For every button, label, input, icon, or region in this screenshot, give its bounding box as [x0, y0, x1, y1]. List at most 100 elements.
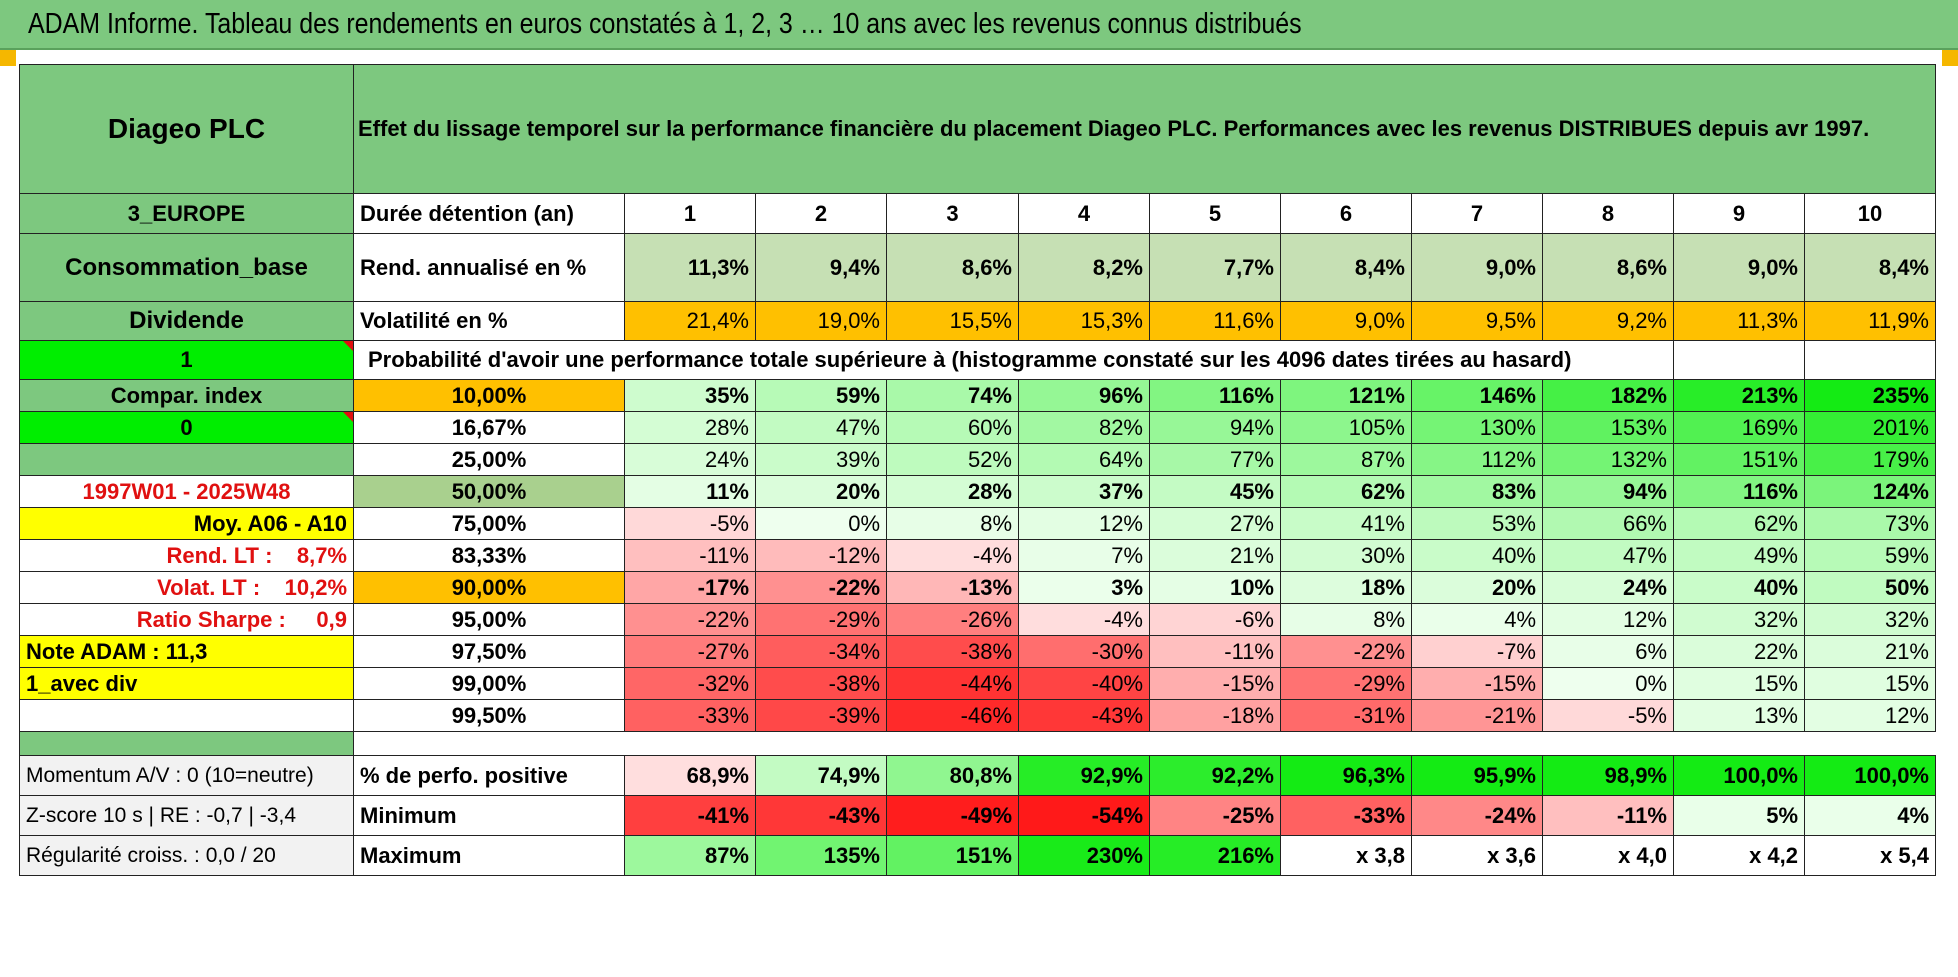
- min-cell: -43%: [755, 795, 887, 836]
- prob-value-cell: -34%: [755, 635, 887, 668]
- performance-table: Diageo PLC Effet du lissage temporel sur…: [19, 64, 1936, 876]
- prob-value-cell: 30%: [1280, 539, 1412, 572]
- prob-value-cell: 8%: [1280, 603, 1412, 636]
- prob-value-cell: 11%: [624, 475, 756, 508]
- max-cell: x 4,0: [1542, 835, 1674, 876]
- probability-row: Note ADAM : 11,3 97,50% -27% -34% -38% -30% -1…: [19, 635, 1936, 668]
- prob-value-cell: -44%: [886, 667, 1019, 700]
- probability-row: Volat. LT : 10,2% 90,00% -17% -22% -13% 3% 10%…: [19, 571, 1936, 604]
- prob-value-cell: -6%: [1149, 603, 1281, 636]
- prob-value-cell: 0%: [1542, 667, 1674, 700]
- prob-value-cell: 52%: [886, 443, 1019, 476]
- prob-value-cell: 201%: [1804, 411, 1936, 444]
- prob-value-cell: -26%: [886, 603, 1019, 636]
- prob-value-cell: -33%: [624, 699, 756, 732]
- vol-cell: 9,5%: [1411, 301, 1543, 341]
- prob-value-cell: -22%: [755, 571, 887, 604]
- prob-value-cell: 21%: [1149, 539, 1281, 572]
- probability-row: Moy. A06 - A10 75,00% -5% 0% 8% 12% 27% 41% 53% 6…: [19, 507, 1936, 540]
- prob-value-cell: 73%: [1804, 507, 1936, 540]
- prob-value-cell: 83%: [1411, 475, 1543, 508]
- pos-cell: 100,0%: [1804, 755, 1936, 796]
- prob-value-cell: 235%: [1804, 379, 1936, 412]
- prob-value-cell: 124%: [1804, 475, 1936, 508]
- threshold-cell: 50,00%: [353, 475, 625, 508]
- prob-value-cell: -5%: [624, 507, 756, 540]
- vol-cell: 9,0%: [1280, 301, 1412, 341]
- prob-value-cell: 3%: [1018, 571, 1150, 604]
- vol-cell: 15,5%: [886, 301, 1019, 341]
- pos-cell: 95,9%: [1411, 755, 1543, 796]
- max-cell: x 4,2: [1673, 835, 1805, 876]
- pos-cell: 96,3%: [1280, 755, 1412, 796]
- prob-value-cell: 45%: [1149, 475, 1281, 508]
- min-cell: 5%: [1673, 795, 1805, 836]
- year-header: 9: [1673, 193, 1805, 234]
- flag-cell-2[interactable]: 0: [19, 411, 354, 444]
- prob-value-cell: 28%: [624, 411, 756, 444]
- year-header: 10: [1804, 193, 1936, 234]
- threshold-cell: 25,00%: [353, 443, 625, 476]
- max-cell: 216%: [1149, 835, 1281, 876]
- min-cell: -54%: [1018, 795, 1150, 836]
- flag-cell-1[interactable]: 1: [19, 340, 354, 380]
- max-cell: x 3,8: [1280, 835, 1412, 876]
- probability-row: Rend. LT : 8,7% 83,33% -11% -12% -4% 7% 21% 30%…: [19, 539, 1936, 572]
- prob-value-cell: 50%: [1804, 571, 1936, 604]
- rend-cell: 8,4%: [1804, 233, 1936, 302]
- min-cell: -11%: [1542, 795, 1674, 836]
- probability-row: Ratio Sharpe : 0,9 95,00% -22% -29% -26% -4% -…: [19, 603, 1936, 636]
- prob-value-cell: 12%: [1018, 507, 1150, 540]
- prob-value-cell: -29%: [1280, 667, 1412, 700]
- prob-value-cell: -5%: [1542, 699, 1674, 732]
- pos-cell: 68,9%: [624, 755, 756, 796]
- prob-value-cell: 47%: [1542, 539, 1674, 572]
- type-label: Dividende: [19, 301, 354, 341]
- prob-value-cell: 146%: [1411, 379, 1543, 412]
- prob-value-cell: -38%: [886, 635, 1019, 668]
- prob-value-cell: 82%: [1018, 411, 1150, 444]
- prob-value-cell: 7%: [1018, 539, 1150, 572]
- prob-value-cell: 59%: [755, 379, 887, 412]
- rend-lt-label: Rend. LT : 8,7%: [19, 539, 354, 572]
- prob-value-cell: 28%: [886, 475, 1019, 508]
- prob-value-cell: 60%: [886, 411, 1019, 444]
- prob-value-cell: 169%: [1673, 411, 1805, 444]
- prob-value-cell: 179%: [1804, 443, 1936, 476]
- prob-value-cell: 62%: [1673, 507, 1805, 540]
- year-header: 7: [1411, 193, 1543, 234]
- prob-value-cell: -17%: [624, 571, 756, 604]
- probability-row: Compar. index 10,00% 35% 59% 74% 96% 116% 121% 1…: [19, 379, 1936, 412]
- prob-value-cell: 112%: [1411, 443, 1543, 476]
- rend-cell: 9,0%: [1673, 233, 1805, 302]
- prob-value-cell: -21%: [1411, 699, 1543, 732]
- year-header: 6: [1280, 193, 1412, 234]
- moy-label: Moy. A06 - A10: [19, 507, 354, 540]
- max-label: Maximum: [353, 835, 625, 876]
- empty-cell: [19, 699, 354, 732]
- prob-value-cell: -11%: [1149, 635, 1281, 668]
- max-cell: 135%: [755, 835, 887, 876]
- prob-value-cell: -27%: [624, 635, 756, 668]
- instrument-name: Diageo PLC: [19, 64, 354, 194]
- prob-value-cell: -32%: [624, 667, 756, 700]
- year-header: 2: [755, 193, 887, 234]
- separator-cell: [19, 731, 354, 756]
- prob-value-cell: -39%: [755, 699, 887, 732]
- probability-row: 99,50% -33% -39% -46% -43% -18% -31% -21% -5% 13%…: [19, 699, 1936, 732]
- prob-value-cell: 37%: [1018, 475, 1150, 508]
- rend-cell: 9,4%: [755, 233, 887, 302]
- report-title: ADAM Informe. Tableau des rendements en …: [28, 8, 1302, 40]
- spacer-cell: [19, 443, 354, 476]
- prob-value-cell: -15%: [1411, 667, 1543, 700]
- prob-value-cell: 27%: [1149, 507, 1281, 540]
- prob-value-cell: -4%: [886, 539, 1019, 572]
- prob-value-cell: 151%: [1673, 443, 1805, 476]
- prob-value-cell: 153%: [1542, 411, 1674, 444]
- prob-value-cell: 64%: [1018, 443, 1150, 476]
- prob-value-cell: 8%: [886, 507, 1019, 540]
- prob-value-cell: -4%: [1018, 603, 1150, 636]
- prob-value-cell: 20%: [1411, 571, 1543, 604]
- vol-cell: 15,3%: [1018, 301, 1150, 341]
- sharpe-label: Ratio Sharpe : 0,9: [19, 603, 354, 636]
